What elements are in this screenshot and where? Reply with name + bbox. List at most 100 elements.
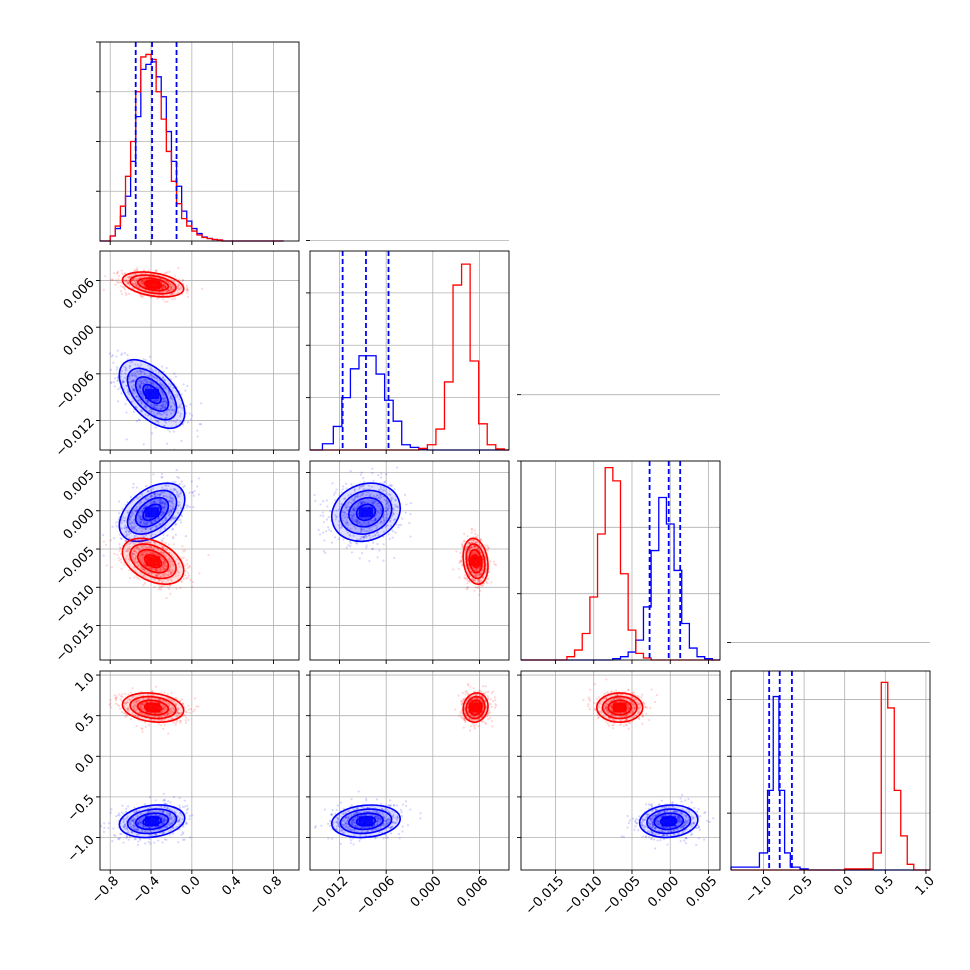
scatter-point [177,406,180,409]
scatter-point [161,405,164,408]
scatter-point [337,524,340,527]
scatter-point [409,535,412,538]
scatter-point [346,516,349,519]
density-contours-red [121,537,185,586]
scatter-point [467,573,470,576]
scatter-point [169,823,173,826]
scatter-point [139,393,142,396]
scatter-point [353,525,356,528]
scatter-point [138,547,141,550]
scatter-point [466,559,470,562]
scatter-point [129,532,132,535]
scatter-point [323,539,326,542]
scatter-point [374,534,377,537]
scatter-point [131,278,134,281]
scatter-point [136,497,140,500]
scatter-point [360,501,363,504]
scatter-point [473,545,476,548]
scatter-point [152,501,155,504]
scatter-point [159,568,162,571]
scatter-point [371,501,375,504]
scatter-point [165,838,168,841]
scatter-point [463,552,466,555]
scatter-point [374,533,377,537]
scatter-point [115,368,118,371]
scatter-point [167,570,170,573]
scatter-point [483,553,487,556]
scatter-point [169,405,172,408]
scatter-point [138,820,141,824]
scatter-point [358,521,361,524]
scatter-point [130,525,133,528]
scatter-point [122,380,125,384]
scatter-point [146,400,149,403]
scatter-point [134,283,138,286]
scatter-point [146,414,149,417]
scatter-point [163,568,166,571]
scatter-point [161,574,164,577]
scatter-point [126,281,129,284]
scatter-point [178,796,181,800]
scatter-point [167,543,170,546]
scatter-point [197,477,200,480]
scatter-point [392,512,395,515]
scatter-point [127,275,131,279]
scatter-point [116,281,119,284]
scatter-point [365,546,368,549]
scatter-point [154,542,157,545]
scatter-point [187,289,190,292]
scatter-point [144,527,147,530]
scatter-point [371,467,374,470]
scatter-point [473,589,476,592]
scatter-point [140,552,143,555]
scatter-point [191,580,194,584]
scatter-point [168,382,171,386]
scatter-point [370,519,373,522]
scatter-point [163,491,166,494]
scatter-point [161,567,164,570]
scatter-point [141,824,144,827]
scatter-point [126,549,129,553]
scatter-point [161,486,164,489]
scatter-point [134,837,137,840]
scatter-point [171,832,175,835]
scatter-point [460,559,463,562]
scatter-point [379,476,383,479]
scatter-point [395,504,398,507]
scatter-point [166,289,169,292]
scatter-point [374,517,377,520]
scatter-point [372,541,375,544]
scatter-point [373,500,376,503]
scatter-point [384,525,387,528]
scatter-point [148,372,151,375]
scatter-point [157,588,161,591]
scatter-point [329,510,332,513]
scatter-point [155,405,158,408]
scatter-point [126,500,129,504]
scatter-point [156,575,159,578]
scatter-point [182,825,185,828]
scatter-point [145,386,149,390]
scatter-point [134,557,137,560]
scatter-point [128,527,131,531]
scatter-point [362,488,365,491]
scatter-point [170,518,173,522]
scatter-point [126,281,130,285]
scatter-point [115,271,119,274]
scatter-point [123,827,126,830]
scatter-point [474,574,478,577]
scatter-point [151,382,154,385]
scatter-point [147,840,150,844]
scatter-point [139,534,142,537]
scatter-point [166,806,169,809]
scatter-point [116,272,119,275]
scatter-point [165,401,168,404]
scatter-point [148,551,152,554]
scatter-point [177,287,181,290]
histogram-red [521,466,720,661]
scatter-point [351,514,354,517]
scatter-point [135,283,138,286]
scatter-point [160,502,163,505]
scatter-point [134,510,137,513]
scatter-point [143,564,146,567]
